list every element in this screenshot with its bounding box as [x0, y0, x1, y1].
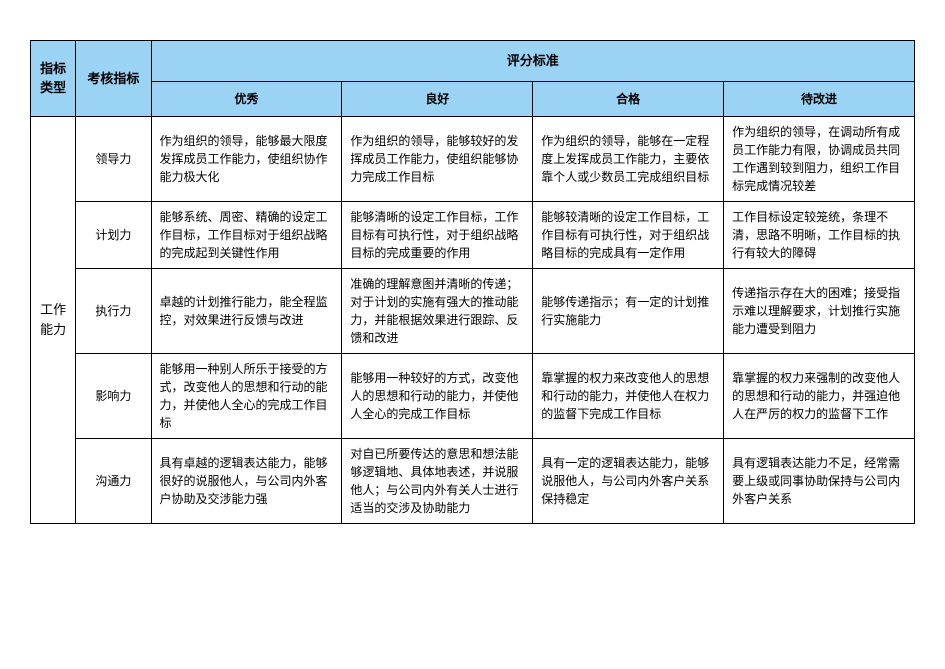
header-improve: 待改进 — [724, 81, 915, 116]
good-cell: 能够清晰的设定工作目标，工作目标有可执行性，对于组织战略目标的完成重要的作用 — [342, 201, 533, 268]
table-row: 执行力 卓越的计划推行能力，能全程监控，对效果进行反馈与改进 准确的理解意图并清… — [31, 268, 915, 353]
improve-cell: 具有逻辑表达能力不足，经常需要上级或同事协助保持与公司内外客户关系 — [724, 438, 915, 523]
improve-cell: 传递指示存在大的困难；接受指示难以理解要求，计划推行实施能力遭受到阻力 — [724, 268, 915, 353]
header-row-1: 指标类型 考核指标 评分标准 — [31, 41, 915, 82]
header-pass: 合格 — [533, 81, 724, 116]
indicator-cell: 沟通力 — [76, 438, 151, 523]
indicator-cell: 计划力 — [76, 201, 151, 268]
table-row: 计划力 能够系统、周密、精确的设定工作目标，工作目标对于组织战略的完成起到关键性… — [31, 201, 915, 268]
indicator-cell: 影响力 — [76, 353, 151, 438]
excellent-cell: 能够系统、周密、精确的设定工作目标，工作目标对于组织战略的完成起到关键性作用 — [151, 201, 342, 268]
good-cell: 对自已所要传达的意思和想法能够逻辑地、具体地表述，并说服他人；与公司内外有关人士… — [342, 438, 533, 523]
indicator-cell: 领导力 — [76, 116, 151, 201]
pass-cell: 能够较清晰的设定工作目标，工作目标有可执行性，对于组织战略目标的完成具有一定作用 — [533, 201, 724, 268]
category-cell: 工作能力 — [31, 116, 76, 523]
table-row: 沟通力 具有卓越的逻辑表达能力，能够很好的说服他人，与公司内外客户协助及交涉能力… — [31, 438, 915, 523]
indicator-cell: 执行力 — [76, 268, 151, 353]
header-scoring: 评分标准 — [151, 41, 914, 82]
good-cell: 准确的理解意图并清晰的传递；对于计划的实施有强大的推动能力，并能根据效果进行跟踪… — [342, 268, 533, 353]
header-indicator: 考核指标 — [76, 41, 151, 117]
header-excellent: 优秀 — [151, 81, 342, 116]
pass-cell: 具有一定的逻辑表达能力，能够说服他人，与公司内外客户关系保持稳定 — [533, 438, 724, 523]
header-row-2: 优秀 良好 合格 待改进 — [31, 81, 915, 116]
pass-cell: 作为组织的领导，能够在一定程度上发挥成员工作能力，主要依靠个人或少数员工完成组织… — [533, 116, 724, 201]
table-row: 工作能力 领导力 作为组织的领导，能够最大限度发挥成员工作能力，使组织协作能力极… — [31, 116, 915, 201]
improve-cell: 作为组织的领导，在调动所有成员工作能力有限，协调成员共同工作遇到较到阻力，组织工… — [724, 116, 915, 201]
pass-cell: 能够传递指示；有一定的计划推行实施能力 — [533, 268, 724, 353]
excellent-cell: 卓越的计划推行能力，能全程监控，对效果进行反馈与改进 — [151, 268, 342, 353]
excellent-cell: 具有卓越的逻辑表达能力，能够很好的说服他人，与公司内外客户协助及交涉能力强 — [151, 438, 342, 523]
improve-cell: 靠掌握的权力来强制的改变他人的思想和行动的能力，并强迫他人在严厉的权力的监督下工… — [724, 353, 915, 438]
table-row: 影响力 能够用一种别人所乐于接受的方式，改变他人的思想和行动的能力，并使他人全心… — [31, 353, 915, 438]
improve-cell: 工作目标设定较笼统，条理不清，思路不明晰，工作目标的执行有较大的障碍 — [724, 201, 915, 268]
good-cell: 能够用一种较好的方式，改变他人的思想和行动的能力，并使他人全心的完成工作目标 — [342, 353, 533, 438]
excellent-cell: 作为组织的领导，能够最大限度发挥成员工作能力，使组织协作能力极大化 — [151, 116, 342, 201]
evaluation-table: 指标类型 考核指标 评分标准 优秀 良好 合格 待改进 工作能力 领导力 作为组… — [30, 40, 915, 524]
pass-cell: 靠掌握的权力来改变他人的思想和行动的能力，并使他人在权力的监督下完成工作目标 — [533, 353, 724, 438]
table-body: 工作能力 领导力 作为组织的领导，能够最大限度发挥成员工作能力，使组织协作能力极… — [31, 116, 915, 523]
excellent-cell: 能够用一种别人所乐于接受的方式，改变他人的思想和行动的能力，并使他人全心的完成工… — [151, 353, 342, 438]
header-type: 指标类型 — [31, 41, 76, 117]
header-good: 良好 — [342, 81, 533, 116]
good-cell: 作为组织的领导，能够较好的发挥成员工作能力，使组织能够协力完成工作目标 — [342, 116, 533, 201]
